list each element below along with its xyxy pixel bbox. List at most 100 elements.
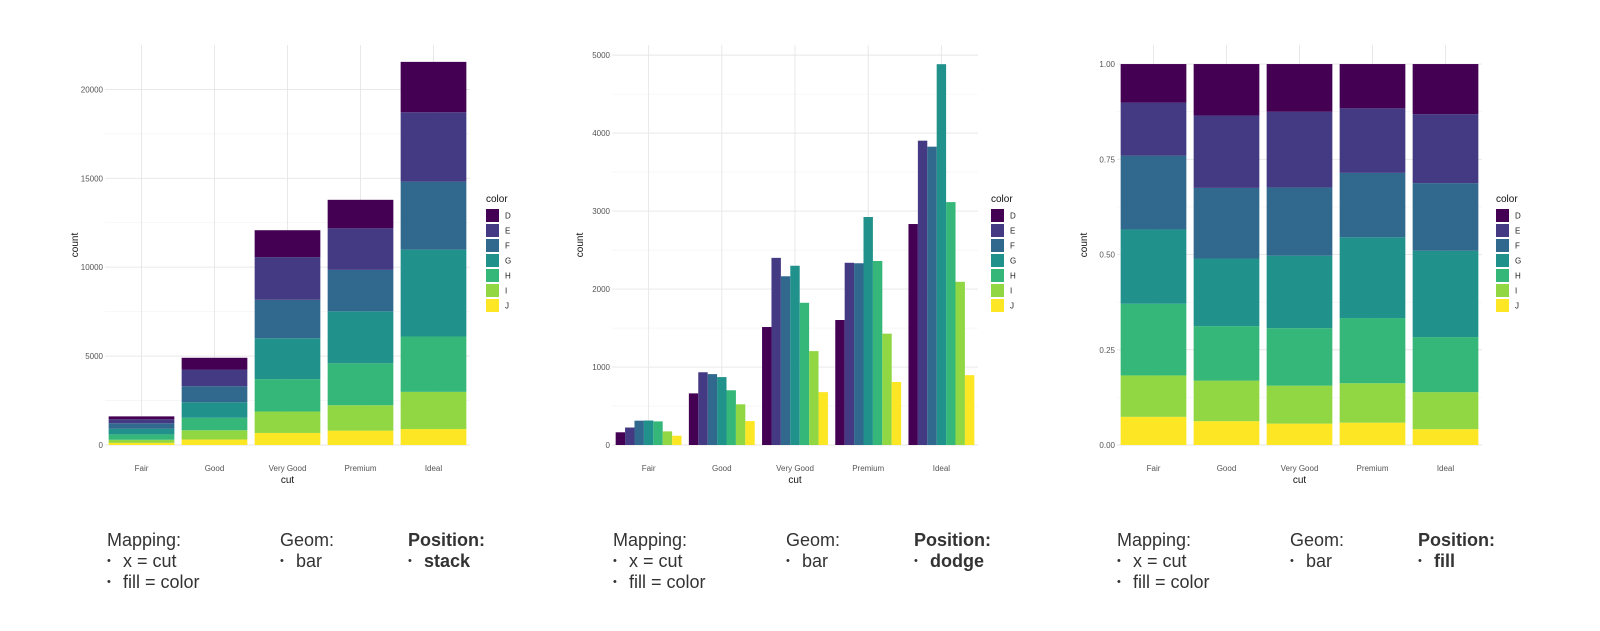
y-axis-title: count (1079, 233, 1090, 258)
bar-very-good-D (1266, 64, 1333, 112)
x-tick-label: Ideal (933, 464, 951, 473)
bar-good-E (1193, 115, 1260, 188)
geom-list: • bar (786, 551, 840, 572)
legend-swatch-I (486, 284, 499, 297)
bar-ideal-J (400, 429, 467, 445)
bar-ideal-D (400, 61, 467, 113)
x-tick-label: Good (712, 464, 732, 473)
mapping-item: • fill = color (107, 572, 200, 592)
mapping-item: • x = cut (107, 551, 177, 571)
geom-item: • bar (280, 551, 323, 571)
mapping-title: Mapping: (1117, 530, 1192, 550)
bar-fair-J (108, 442, 175, 445)
bar-very-good-J (1266, 423, 1333, 445)
y-tick-label: 5000 (592, 51, 610, 60)
bar-fair-E (625, 427, 635, 445)
bar-premium-I (882, 333, 892, 445)
y-axis-title: count (70, 233, 81, 258)
bar-fair-H (1120, 303, 1187, 376)
bar-very-good-D (762, 327, 772, 445)
legend-label: F (1010, 242, 1015, 251)
legend-swatch-G (991, 254, 1004, 267)
bar-very-good-I (254, 411, 321, 433)
geom-title: Geom: (280, 530, 335, 550)
bar-good-G (181, 402, 248, 418)
bar-premium-E (327, 228, 394, 270)
bar-fair-J (1120, 416, 1187, 445)
y-tick-label: 0.00 (1099, 441, 1115, 450)
legend-title: color (991, 194, 1013, 205)
bar-good-H (1193, 326, 1260, 381)
bar-very-good-G (254, 338, 321, 380)
bar-fair-D (108, 416, 175, 420)
geom-list: • bar (1290, 551, 1344, 572)
bar-very-good-D (254, 230, 321, 258)
legend-label: I (1010, 287, 1012, 296)
bar-fair-G (643, 420, 654, 445)
bar-very-good-J (818, 392, 828, 445)
legend-label: E (1515, 227, 1520, 236)
geom-title: Geom: (786, 530, 841, 550)
legend-swatch-D (1496, 209, 1509, 222)
geom-block-fill: Geom: • bar (1290, 530, 1344, 572)
bar-very-good-H (254, 379, 321, 412)
x-tick-label: Very Good (776, 464, 814, 473)
bar-ideal-J (964, 375, 975, 445)
legend-label: E (1010, 227, 1015, 236)
mapping-block-stack: Mapping: • x = cut • fill = color (107, 530, 200, 593)
bar-premium-D (835, 320, 845, 445)
bar-premium-J (327, 430, 394, 445)
bar-fair-I (108, 439, 175, 443)
bar-ideal-G (1412, 250, 1479, 338)
x-tick-label: Fair (135, 464, 149, 473)
bar-good-D (181, 357, 248, 370)
legend-swatch-G (1496, 254, 1509, 267)
bar-good-F (1193, 187, 1260, 259)
bar-fair-G (1120, 229, 1187, 304)
x-tick-label: Premium (1356, 464, 1388, 473)
legend-label: G (1010, 257, 1016, 266)
position-title: Position: (1418, 530, 1495, 550)
bar-very-good-E (1266, 111, 1333, 188)
legend-label: J (1515, 302, 1519, 311)
bar-very-good-I (809, 351, 819, 445)
bar-very-good-G (790, 265, 800, 445)
bar-ideal-F (400, 181, 467, 250)
bar-good-H (726, 390, 736, 445)
bar-ideal-I (1412, 392, 1479, 430)
bar-ideal-H (946, 202, 956, 445)
position-block-fill: Position: • fill (1418, 530, 1495, 572)
bar-premium-E (844, 262, 855, 445)
bar-very-good-H (799, 302, 810, 445)
legend-swatch-D (486, 209, 499, 222)
bar-good-D (688, 393, 699, 445)
geom-list: • bar (280, 551, 334, 572)
bar-fair-D (1120, 64, 1187, 103)
legend-swatch-I (991, 284, 1004, 297)
x-tick-label: Good (1217, 464, 1237, 473)
bar-premium-G (1339, 237, 1406, 319)
bar-fair-F (634, 420, 644, 445)
position-block-dodge: Position: • dodge (914, 530, 991, 572)
bar-ideal-G (400, 249, 467, 337)
bars (1120, 64, 1479, 445)
position-list: • stack (408, 551, 485, 572)
bar-ideal-H (1412, 337, 1479, 393)
legend-swatch-E (991, 224, 1004, 237)
mapping-item: • fill = color (613, 572, 706, 592)
y-tick-label: 0 (606, 441, 611, 450)
x-tick-label: Good (205, 464, 225, 473)
bar-very-good-I (1266, 385, 1333, 424)
legend-label: F (1515, 242, 1520, 251)
bar-fair-F (1120, 155, 1187, 230)
y-tick-label: 0 (99, 441, 104, 450)
bar-ideal-F (927, 146, 937, 446)
y-tick-label: 0.75 (1099, 155, 1115, 164)
legend-label: J (1010, 302, 1014, 311)
legend-label: I (1515, 287, 1517, 296)
bar-premium-H (872, 260, 883, 445)
bar-good-I (181, 430, 248, 440)
bar-ideal-I (955, 281, 965, 445)
bars (615, 64, 975, 446)
